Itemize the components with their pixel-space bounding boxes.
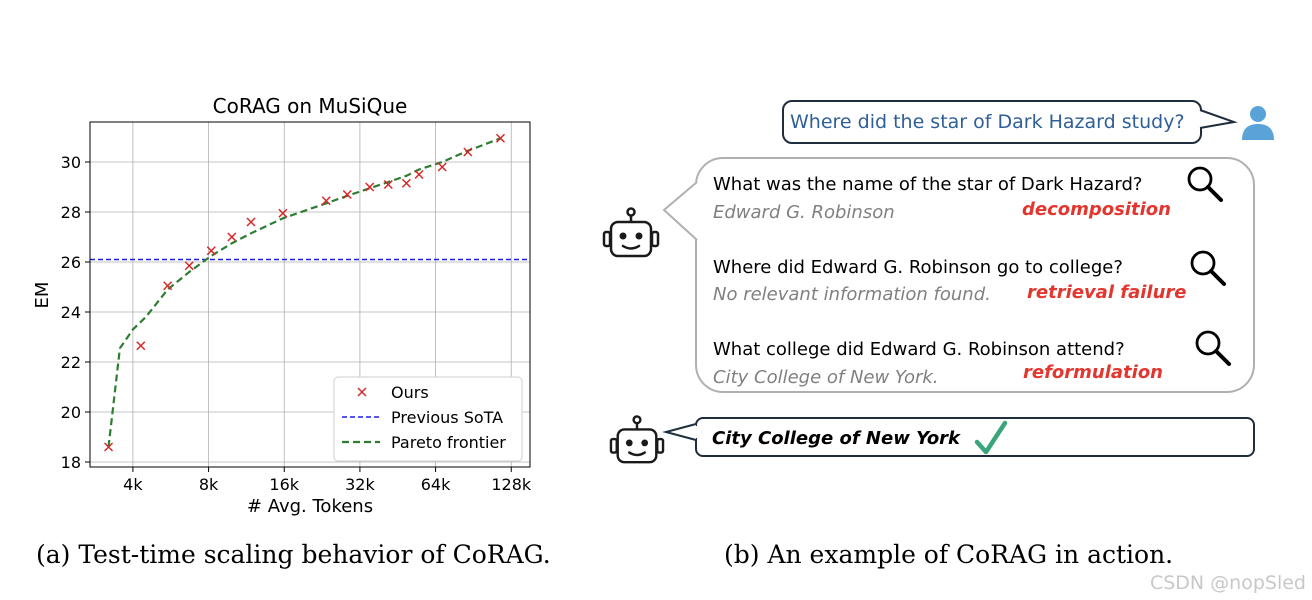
data-point-ours bbox=[184, 261, 194, 271]
y-tick-label: 22 bbox=[61, 353, 81, 372]
step-1-tag: decomposition bbox=[1022, 199, 1171, 220]
y-tick-label: 18 bbox=[61, 453, 81, 472]
data-point-ours bbox=[227, 232, 237, 242]
y-axis-label: EM bbox=[32, 282, 53, 309]
step-2-query: Where did Edward G. Robinson go to colle… bbox=[713, 257, 1123, 278]
legend: Ours Previous SoTA Pareto frontier bbox=[333, 376, 523, 462]
reasoning-steps-bubble: What was the name of the star of Dark Ha… bbox=[695, 157, 1255, 393]
y-tick-label: 24 bbox=[61, 303, 81, 322]
x-tick-label: 16k bbox=[269, 475, 299, 494]
data-point-ours bbox=[342, 189, 352, 200]
step-3-tag: reformulation bbox=[1023, 362, 1164, 383]
data-point-ours bbox=[136, 341, 146, 351]
data-point-ours bbox=[321, 196, 331, 206]
data-point-ours bbox=[383, 179, 393, 190]
y-tick-label: 26 bbox=[61, 253, 81, 272]
search-icon bbox=[1190, 250, 1226, 286]
plot-frame bbox=[89, 121, 531, 468]
step-2-answer: No relevant information found. bbox=[713, 284, 991, 305]
grid bbox=[90, 122, 530, 467]
final-answer-text: City College of New York bbox=[712, 428, 961, 449]
question-bubble-tail bbox=[1198, 109, 1238, 129]
data-point-ours bbox=[365, 182, 375, 192]
legend-marker-ours bbox=[357, 387, 367, 397]
x-tick-label: 32k bbox=[345, 475, 375, 494]
data-point-ours bbox=[414, 169, 424, 180]
search-icon bbox=[1195, 330, 1231, 366]
legend-label-pareto: Pareto frontier bbox=[391, 433, 506, 452]
data-point-ours bbox=[163, 281, 173, 291]
final-answer-bubble: City College of New York bbox=[695, 417, 1255, 457]
legend-box bbox=[333, 376, 523, 462]
step-2-tag: retrieval failure bbox=[1027, 282, 1187, 303]
question-bubble: Where did the star of Dark Hazard study? bbox=[782, 100, 1202, 144]
x-tick-label: 8k bbox=[199, 475, 219, 494]
data-point-ours bbox=[495, 133, 506, 143]
data-point-ours bbox=[278, 208, 288, 218]
step-1-query: What was the name of the star of Dark Ha… bbox=[713, 174, 1143, 195]
search-icon bbox=[1187, 166, 1223, 202]
pareto-frontier-line bbox=[107, 137, 501, 448]
data-point-ours bbox=[401, 178, 411, 188]
watermark: CSDN @nopSled bbox=[1149, 572, 1306, 594]
answer-bubble-tail bbox=[662, 423, 699, 441]
data-point-ours bbox=[104, 442, 114, 452]
chart-title: CoRAG on MuSiQue bbox=[213, 94, 408, 118]
data-point-ours bbox=[463, 147, 473, 157]
robot-icon bbox=[609, 415, 665, 464]
check-icon bbox=[974, 420, 1008, 455]
y-tick-label: 28 bbox=[61, 203, 81, 222]
data-point-ours bbox=[206, 246, 216, 256]
step-1-answer: Edward G. Robinson bbox=[713, 202, 895, 223]
x-tick-label: 4k bbox=[123, 475, 143, 494]
question-text: Where did the star of Dark Hazard study? bbox=[790, 111, 1185, 133]
caption-a: (a) Test-time scaling behavior of CoRAG. bbox=[36, 540, 551, 569]
y-tick-label: 30 bbox=[61, 153, 81, 172]
legend-label-previous-sota: Previous SoTA bbox=[391, 408, 503, 427]
plot-data bbox=[90, 133, 530, 452]
data-point-ours bbox=[437, 162, 447, 172]
user-icon bbox=[1242, 106, 1274, 140]
step-3-answer: City College of New York. bbox=[713, 367, 939, 388]
x-tick-label: 128k bbox=[491, 475, 532, 494]
steps-bubble-tail bbox=[662, 181, 701, 241]
step-3-query: What college did Edward G. Robinson atte… bbox=[713, 339, 1125, 360]
x-tick-label: 64k bbox=[421, 475, 451, 494]
legend-label-ours: Ours bbox=[391, 383, 429, 402]
y-tick-label: 20 bbox=[61, 403, 81, 422]
data-point-ours bbox=[246, 217, 256, 227]
caption-b: (b) An example of CoRAG in action. bbox=[724, 540, 1174, 569]
x-axis-label: # Avg. Tokens bbox=[247, 496, 373, 517]
axis-ticks: 4k 8k 16k 32k 64k 128k 18 20 22 24 26 28 30 bbox=[61, 153, 532, 494]
robot-icon bbox=[602, 207, 660, 258]
